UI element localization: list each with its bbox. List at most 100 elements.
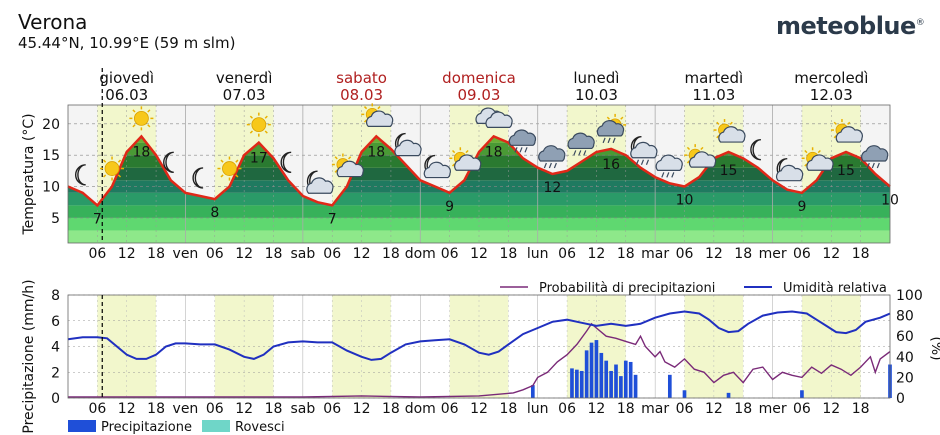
precip-xtick-label: 06 (676, 401, 694, 417)
precip-ytick-label: 6 (51, 314, 60, 330)
precipitation-bar (623, 360, 628, 398)
precip-xtick-label: 12 (470, 401, 488, 417)
temperature-band (68, 217, 890, 231)
temp-min-label: 8 (210, 205, 219, 221)
precip-xtick-label: 06 (206, 401, 224, 417)
legend-probability-label: Probabilità di precipitazioni (539, 281, 715, 296)
day-name-label: domenica (442, 69, 516, 87)
temp-xtick-label: 12 (118, 246, 136, 262)
precipitation-bar (628, 361, 633, 398)
precip-xtick-label: 06 (558, 401, 576, 417)
precipitation-bar (579, 370, 584, 398)
precip-xtick-label: mar (641, 401, 669, 417)
temperature-line (67, 134, 891, 208)
precipitation-bar (584, 350, 589, 398)
rain-icon (538, 145, 566, 169)
meteoblue-logo[interactable]: meteoblue® (776, 12, 925, 40)
temp-max-label: 18 (367, 144, 385, 160)
precip-xtick-label: ven (173, 401, 199, 417)
precipitation-bar (575, 369, 579, 398)
precipitation-bar (614, 364, 618, 398)
moon-rain-icon (630, 136, 658, 165)
temp-xtick-label: sab (290, 246, 315, 262)
precip-xtick-label: sab (290, 401, 315, 417)
temp-xtick-label: mer (759, 246, 787, 262)
temp-axis-title: Temperatura (°C) (21, 113, 37, 235)
percent-ytick-label: 0 (896, 391, 905, 407)
precip-xtick-label: 12 (588, 401, 606, 417)
sun-icon (217, 156, 242, 181)
precipitation-bar (800, 390, 804, 398)
day-name-label: mercoledì (794, 69, 868, 87)
precip-xtick-label: 12 (235, 401, 253, 417)
temp-xtick-label: ven (173, 246, 199, 262)
precipitation-bar (682, 390, 687, 398)
cloud-icon (475, 107, 513, 128)
moon-icon (163, 151, 174, 173)
precip-xtick-label: 12 (705, 401, 723, 417)
temp-max-label: 15 (720, 163, 738, 179)
percent-ytick-label: 80 (896, 309, 914, 325)
precip-xtick-label: dom (405, 401, 436, 417)
precip-ytick-label: 8 (51, 288, 60, 304)
temp-xtick-label: 18 (852, 246, 870, 262)
logo-mark: ® (915, 18, 925, 28)
day-name-label: venerdì (216, 69, 272, 87)
sun-cloud-icon (361, 103, 394, 127)
temp-min-label: 12 (543, 180, 561, 196)
temp-xtick-label: 06 (558, 246, 576, 262)
header-coordinates: 45.44°N, 10.99°E (59 m slm) (18, 34, 236, 52)
precip-xtick-label: 12 (822, 401, 840, 417)
legend-showers-swatch (202, 420, 230, 432)
temp-max-label: 16 (602, 157, 620, 173)
temp-xtick-label: 12 (705, 246, 723, 262)
moon-cloud-icon (776, 157, 804, 182)
percent-ytick-label: 60 (896, 329, 914, 345)
temp-xtick-label: lun (527, 246, 549, 262)
precipitation-bar (594, 340, 599, 398)
legend-precipitation-swatch (68, 420, 96, 432)
day-date-label: 12.03 (810, 86, 853, 104)
temperature-frame (67, 104, 891, 244)
day-date-label: 11.03 (692, 86, 735, 104)
cloud-rain-icon (655, 154, 683, 178)
precip-xtick-label: 18 (382, 401, 400, 417)
moon-icon (192, 167, 204, 189)
precipitation-bar (570, 368, 574, 398)
sun-icon (100, 156, 125, 181)
precip-xtick-label: mer (759, 401, 787, 417)
temp-xtick-label: 18 (265, 246, 283, 262)
temp-ytick-label: 10 (42, 180, 60, 196)
percent-ytick-label: 40 (896, 350, 914, 366)
temp-max-label: 17 (250, 151, 268, 167)
precipitation-bar (599, 352, 604, 398)
precip-xtick-label: 18 (852, 401, 870, 417)
precip-ytick-label: 4 (51, 340, 60, 356)
precipitation-bar (530, 385, 535, 398)
precip-xtick-label: 18 (617, 401, 635, 417)
precip-xtick-label: 06 (441, 401, 459, 417)
temp-ytick-label: 5 (51, 211, 60, 227)
rain-icon (861, 145, 889, 169)
sun-rain-icon (596, 113, 627, 144)
temp-xtick-label: 06 (441, 246, 459, 262)
precip-axis-title: Precipitazione (mm/h) (21, 279, 37, 433)
temp-min-label: 7 (93, 211, 102, 227)
legend-precipitation-label: Precipitazione (101, 420, 192, 435)
precipitation-bar (619, 376, 623, 398)
moon-cloud-icon (423, 154, 451, 179)
day-date-label: 09.03 (458, 86, 501, 104)
precip-xtick-label: 18 (265, 401, 283, 417)
rain-icon (508, 129, 537, 153)
precipitation-bar (726, 392, 731, 398)
precip-xtick-label: 06 (793, 401, 811, 417)
day-name-label: martedì (684, 69, 743, 87)
precip-xtick-label: 12 (118, 401, 136, 417)
sun-cloud-icon (830, 119, 863, 143)
header-city: Verona (18, 10, 88, 34)
sun-icon (246, 112, 271, 137)
temp-xtick-label: 06 (323, 246, 341, 262)
precipitation-bar (633, 374, 638, 398)
